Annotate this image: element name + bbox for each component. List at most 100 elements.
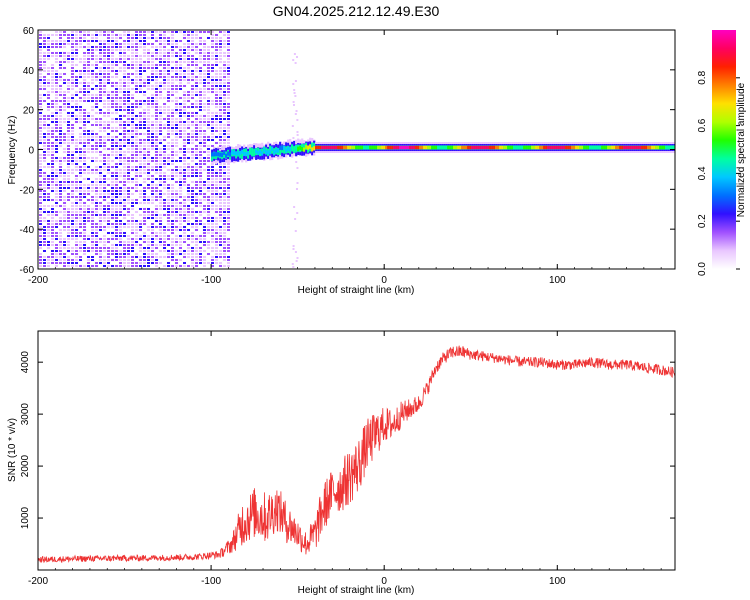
spectrogram-noise-cell — [155, 262, 158, 264]
spectrogram-noise-cell — [75, 118, 78, 120]
spectrogram-noise-cell — [123, 34, 126, 36]
spectrogram-noise-cell — [79, 247, 82, 249]
spectrogram-noise-cell — [171, 202, 174, 204]
spectrogram-noise-cell — [95, 241, 98, 243]
spectrogram-noise-cell — [111, 226, 114, 228]
spectrogram-noise-cell — [127, 55, 130, 57]
spectrogram-noise-cell — [99, 229, 102, 231]
spectrogram-noise-cell — [183, 157, 186, 159]
spectrogram-noise-cell — [215, 76, 218, 78]
spectrogram-noise-cell — [107, 34, 110, 36]
spectrogram-noise-cell — [131, 157, 134, 159]
spectrogram-noise-cell — [203, 262, 206, 264]
spectrogram-noise-cell — [51, 133, 54, 135]
spectrogram-noise-cell — [47, 43, 50, 45]
spectrogram-noise-cell — [47, 67, 50, 69]
spectrogram-noise-cell — [131, 265, 134, 267]
spectrogram-noise-cell — [135, 142, 138, 144]
spectrogram-noise-cell — [123, 154, 126, 156]
spectrogram-noise-cell — [115, 187, 118, 189]
spectrogram-noise-cell — [67, 232, 70, 234]
spectrogram-x-tick-label: -200 — [28, 275, 48, 286]
spectrogram-noise-cell — [171, 52, 174, 54]
spectrogram-noise-cell — [87, 190, 90, 192]
spectrogram-noise-cell — [179, 214, 182, 216]
spectrogram-noise-cell — [59, 205, 62, 207]
spectrogram-noise-cell — [127, 106, 130, 108]
spectrogram-noise-cell — [191, 139, 194, 141]
spectrogram-noise-cell — [63, 259, 66, 261]
spectrogram-noise-cell — [147, 55, 150, 57]
spectrogram-noise-cell — [71, 106, 74, 108]
spectrogram-noise-cell — [111, 208, 114, 210]
spectrogram-noise-cell — [123, 187, 126, 189]
spectrogram-noise-cell — [91, 130, 94, 132]
spectrogram-noise-cell — [139, 76, 142, 78]
spectrogram-noise-cell — [175, 100, 178, 102]
spectrogram-noise-cell — [87, 67, 90, 69]
spectrogram-noise-cell — [143, 178, 146, 180]
spectrogram-noise-cell — [171, 34, 174, 36]
spectrogram-noise-cell — [171, 79, 174, 81]
spectrogram-noise-cell — [195, 223, 198, 225]
spectrogram-noise-cell — [79, 211, 82, 213]
spectrogram-band-cell — [447, 145, 450, 150]
spectrogram-noise-cell — [103, 61, 106, 63]
spectrogram-noise-cell — [207, 103, 210, 105]
spectrogram-noise-cell — [135, 52, 138, 54]
spectrogram-noise-cell — [103, 31, 106, 33]
figure-title: GN04.2025.212.12.49.E30 — [273, 3, 440, 19]
spectrogram-noise-cell — [215, 247, 218, 249]
spectrogram-noise-cell — [91, 70, 94, 72]
spectrogram-noise-cell — [187, 97, 190, 99]
spectrogram-noise-cell — [87, 214, 90, 216]
spectrogram-noise-cell — [195, 205, 198, 207]
spectrogram-noise-cell — [175, 55, 178, 57]
spectrogram-noise-cell — [155, 208, 158, 210]
spectrogram-noise-cell — [119, 259, 122, 261]
spectrogram-noise-cell — [159, 130, 162, 132]
spectrogram-noise-cell — [183, 145, 186, 147]
spectrogram-noise-cell — [75, 220, 78, 222]
spectrogram-noise-cell — [75, 184, 78, 186]
spectrogram-noise-cell — [103, 214, 106, 216]
spectrogram-noise-cell — [195, 184, 198, 186]
spectrogram-noise-cell — [123, 214, 126, 216]
spectrogram-noise-cell — [111, 85, 114, 87]
spectrogram-noise-cell — [99, 181, 102, 183]
spectrogram-noise-cell — [71, 184, 74, 186]
spectrogram-noise-cell — [95, 100, 98, 102]
spectrogram-band-cell — [661, 145, 664, 150]
spectrogram-noise-cell — [183, 238, 186, 240]
spectrogram-noise-cell — [75, 235, 78, 237]
spectrogram-noise-cell — [87, 169, 90, 171]
spectrogram-noise-cell — [175, 97, 178, 99]
spectrogram-noise-cell — [111, 121, 114, 123]
spectrogram-noise-cell — [183, 202, 186, 204]
spectrogram-noise-cell — [191, 172, 194, 174]
spectrogram-noise-cell — [127, 148, 130, 150]
spectrogram-noise-cell — [91, 214, 94, 216]
spectrogram-noise-cell — [207, 37, 210, 39]
spectrogram-noise-cell — [175, 193, 178, 195]
spectrogram-noise-cell — [127, 265, 130, 267]
spectrogram-noise-cell — [211, 241, 214, 243]
spectrogram-noise-cell — [59, 223, 62, 225]
spectrogram-noise-cell — [179, 250, 182, 252]
spectrogram-noise-cell — [223, 139, 226, 141]
spectrogram-noise-cell — [123, 115, 126, 117]
spectrogram-band-cell — [489, 145, 492, 150]
spectrogram-noise-cell — [115, 127, 118, 129]
spectrogram-noise-cell — [171, 31, 174, 33]
spectrogram-noise-cell — [55, 130, 58, 132]
spectrogram-noise-cell — [67, 172, 70, 174]
spectrogram-noise-cell — [95, 151, 98, 153]
spectrogram-noise-cell — [211, 43, 214, 45]
spectrogram-noise-cell — [95, 76, 98, 78]
spectrogram-noise-cell — [151, 244, 154, 246]
spectrogram-noise-cell — [187, 73, 190, 75]
spectrogram-noise-cell — [171, 199, 174, 201]
spectrogram-noise-cell — [179, 82, 182, 84]
spectrogram-noise-cell — [159, 169, 162, 171]
spectrogram-noise-cell — [51, 184, 54, 186]
